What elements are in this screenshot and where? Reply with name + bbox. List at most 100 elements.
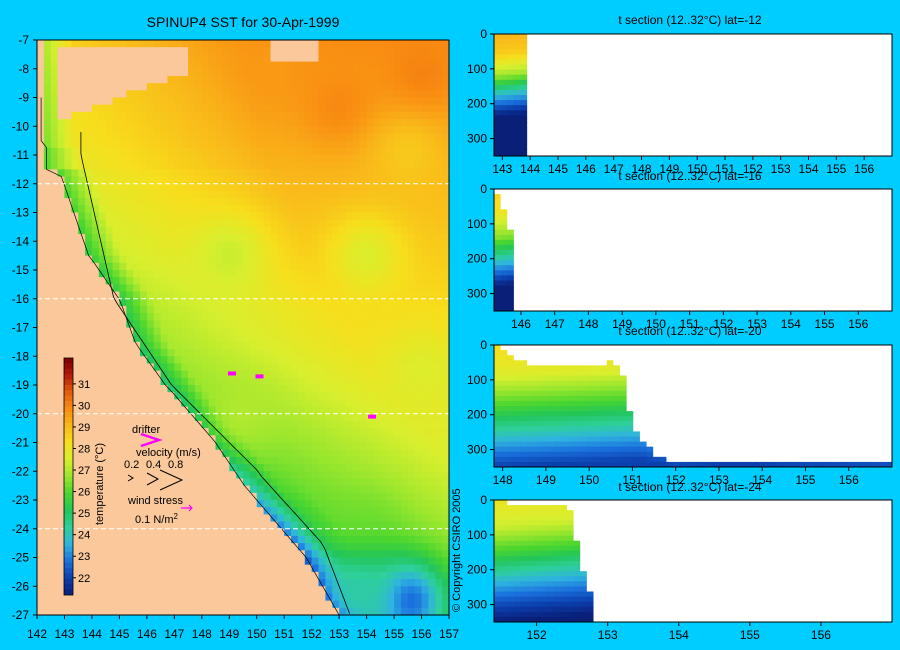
sst-cell: [85, 162, 93, 170]
sst-cell: [270, 140, 278, 149]
sst-cell: [318, 392, 326, 400]
sst-cell: [332, 212, 340, 221]
sst-cell: [201, 363, 210, 372]
sst-cell: [98, 255, 107, 264]
sst-cell: [91, 226, 100, 235]
sst-cell: [85, 550, 93, 559]
sst-cell: [373, 198, 381, 206]
colorbar-step: [64, 433, 73, 440]
sst-cell: [50, 600, 59, 609]
sst-cell: [98, 564, 107, 573]
sst-cell: [387, 111, 395, 120]
sst-cell: [194, 61, 203, 70]
sst-cell: [133, 341, 141, 350]
sst-cell: [270, 377, 278, 386]
sst-cell: [284, 392, 292, 400]
sst-cell: [332, 449, 340, 458]
sst-cell: [140, 528, 148, 537]
sst-cell: [428, 97, 436, 106]
sst-cell: [215, 241, 223, 250]
sst-cell: [222, 406, 230, 415]
velocity-arrow-large-icon: [159, 469, 184, 491]
sst-cell: [339, 385, 347, 393]
sst-cell: [256, 54, 265, 63]
sst-cell: [119, 557, 127, 566]
sst-cell: [133, 241, 141, 250]
sst-cell: [181, 298, 189, 307]
sst-cell: [201, 349, 210, 357]
sst-cell: [37, 75, 45, 84]
sst-cell: [270, 75, 278, 84]
sst-cell: [222, 111, 230, 120]
sst-cell: [352, 528, 361, 537]
sst-cell: [188, 471, 196, 480]
sst-cell: [366, 327, 375, 336]
sst-cell: [442, 492, 449, 501]
sst-cell: [71, 162, 79, 170]
sst-cell: [194, 155, 203, 163]
sst-cell: [71, 521, 79, 530]
sst-cell: [428, 349, 436, 357]
sst-cell: [435, 377, 443, 386]
map-y-tick-label: -26: [12, 579, 30, 593]
sst-cell: [236, 176, 244, 185]
sst-cell: [146, 183, 155, 192]
sst-cell: [304, 320, 313, 329]
sst-cell: [359, 600, 368, 609]
sst-cell: [256, 406, 265, 415]
sst-cell: [304, 40, 313, 48]
sst-cell: [64, 83, 72, 91]
sst-cell: [229, 514, 237, 523]
sst-cell: [380, 521, 388, 530]
sst-cell: [442, 176, 449, 185]
sst-cell: [43, 248, 52, 257]
sst-cell: [133, 528, 141, 537]
sst-cell: [133, 478, 141, 487]
sst-cell: [421, 111, 429, 120]
sst-cell: [43, 442, 52, 451]
sst-cell: [291, 313, 299, 321]
sst-cell: [112, 147, 120, 156]
sst-cell: [339, 277, 347, 285]
sst-cell: [270, 449, 278, 458]
sst-cell: [297, 377, 306, 386]
sst-cell: [291, 198, 299, 206]
sst-cell: [339, 449, 347, 458]
sst-cell: [442, 262, 449, 271]
sst-cell: [229, 492, 237, 501]
sst-cell: [311, 90, 320, 99]
sst-cell: [181, 399, 189, 408]
sst-cell: [64, 219, 72, 228]
sst-cell: [112, 75, 120, 84]
sst-cell: [394, 514, 402, 523]
sst-cell: [208, 478, 217, 487]
sst-cell: [85, 507, 93, 515]
sst-cell: [352, 586, 361, 595]
sst-cell: [85, 119, 93, 127]
sst-cell: [387, 126, 395, 135]
sst-cell: [64, 47, 72, 55]
sst-cell: [133, 435, 141, 444]
sst-cell: [78, 435, 86, 444]
sst-cell: [407, 176, 416, 185]
sst-cell: [442, 500, 449, 508]
sst-cell: [119, 176, 127, 185]
colorbar-step: [64, 503, 73, 510]
sst-cell: [400, 320, 409, 329]
sst-cell: [428, 40, 436, 48]
sst-cell: [229, 521, 237, 530]
sst-cell: [78, 162, 86, 170]
sst-cell: [71, 341, 79, 350]
sst-cell: [71, 420, 79, 429]
sst-cell: [270, 341, 278, 350]
sst-cell: [297, 521, 306, 530]
sst-cell: [339, 471, 347, 480]
sst-cell: [208, 377, 217, 386]
sst-cell: [407, 363, 416, 372]
sst-cell: [78, 270, 86, 278]
sst-cell: [380, 68, 388, 77]
sst-cell: [249, 234, 258, 242]
sst-cell: [346, 543, 354, 551]
sst-cell: [400, 607, 409, 615]
